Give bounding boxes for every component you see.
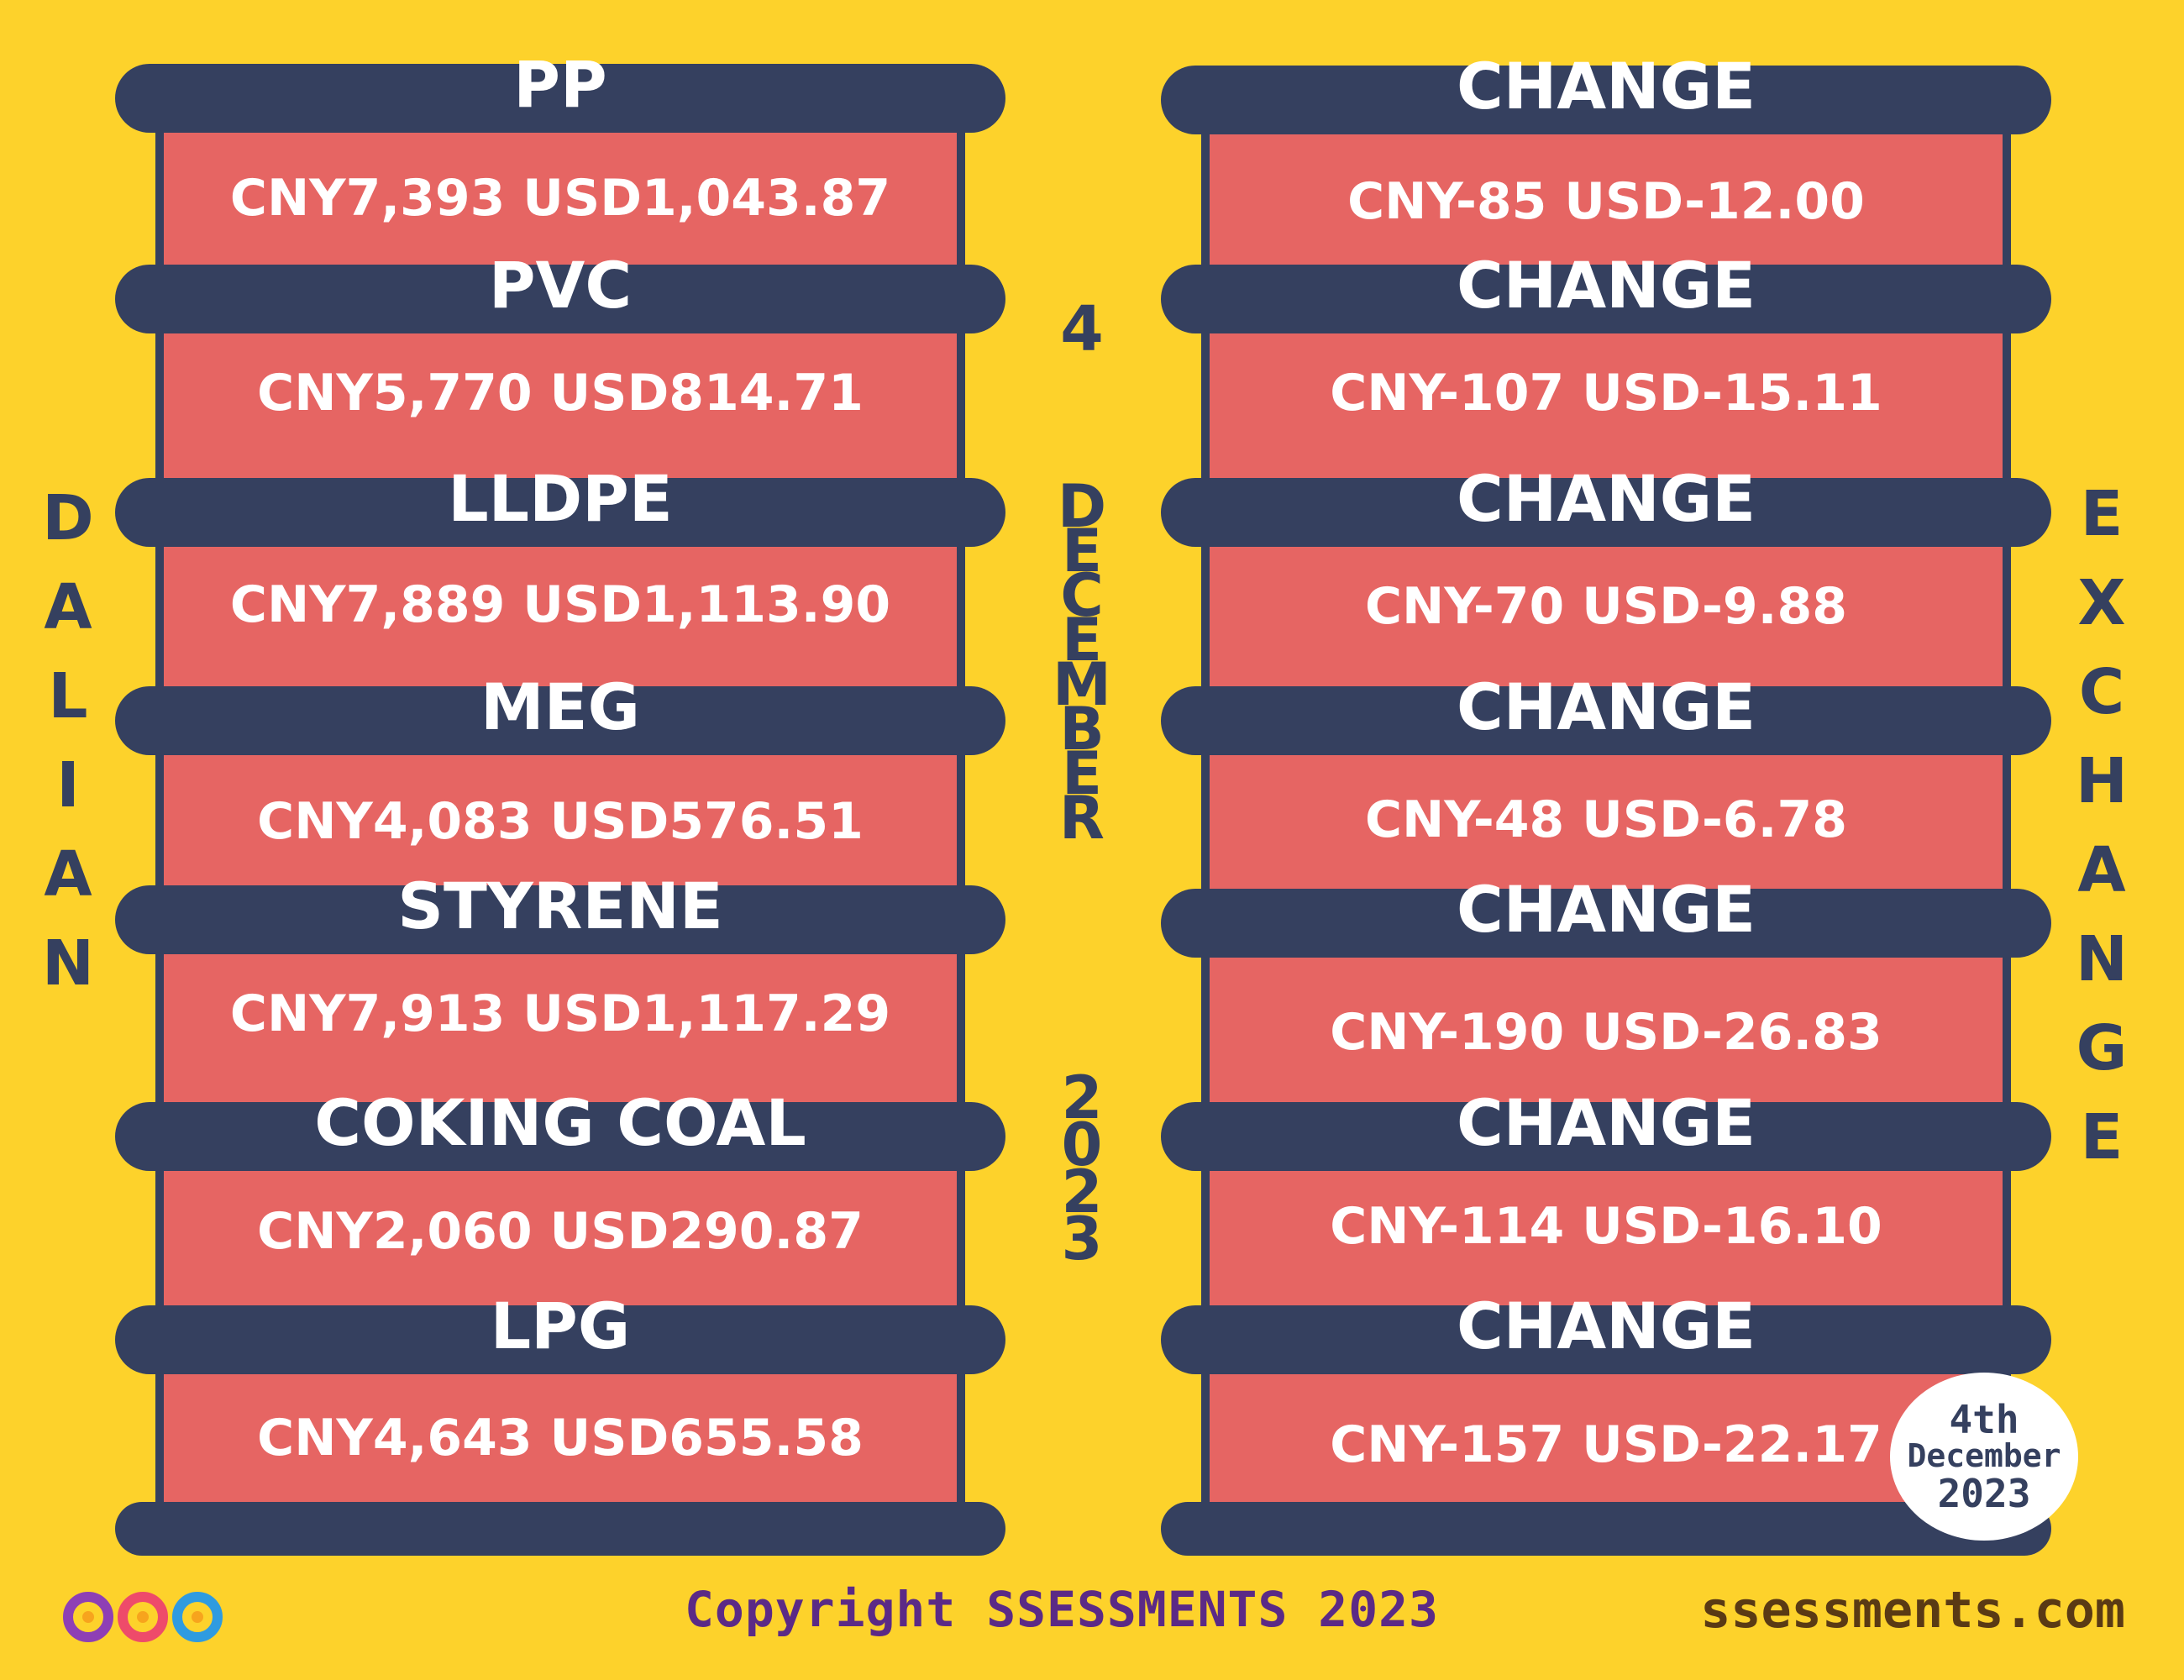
commodity-name: LPG — [490, 1289, 631, 1363]
change-heading: CHANGE — [1456, 1289, 1756, 1363]
change-heading: CHANGE — [1456, 1085, 1756, 1160]
price-value: CNY5,770 USD814.71 — [257, 364, 864, 423]
change-value: CNY-70 USD-9.88 — [1365, 577, 1847, 636]
date-badge: 4th December 2023 — [1890, 1373, 2078, 1541]
commodity-name: STYRENE — [397, 869, 723, 943]
price-value: CNY7,913 USD1,117.29 — [229, 984, 891, 1043]
change-value: CNY-157 USD-22.17 — [1330, 1415, 1882, 1474]
date-day-text: 4 — [1060, 293, 1104, 365]
change-heading: CHANGE — [1456, 872, 1756, 947]
commodity-band: PVC — [115, 251, 1005, 333]
change-band: CHANGE — [1161, 673, 2051, 755]
copyright-text: Copyright SSESSMENTS 2023 — [685, 1581, 1439, 1638]
change-band: CHANGE — [1161, 52, 2051, 134]
price-value: CNY4,083 USD576.51 — [257, 792, 864, 851]
change-band: CHANGE — [1161, 1089, 2051, 1171]
change-value: CNY-85 USD-12.00 — [1347, 172, 1865, 231]
bottom-band — [1161, 1502, 2051, 1556]
change-value: CNY-114 USD-16.10 — [1330, 1197, 1882, 1256]
commodity-band: MEG — [115, 673, 1005, 755]
commodity-name: MEG — [480, 669, 640, 744]
change-value: CNY-190 USD-26.83 — [1330, 1003, 1882, 1062]
commodity-name: PVC — [488, 248, 633, 323]
change-heading: CHANGE — [1456, 669, 1756, 744]
change-value: CNY-107 USD-15.11 — [1330, 364, 1882, 423]
price-value: CNY4,643 USD655.58 — [257, 1409, 864, 1467]
change-panel — [1201, 94, 2011, 1530]
change-column: CHANGE CNY-85 USD-12.00 CHANGE CNY-107 U… — [1161, 52, 2051, 1564]
commodity-band: STYRENE — [115, 872, 1005, 954]
date-month-text: D E C E M B E R — [1053, 472, 1111, 853]
bottom-band — [115, 1502, 1005, 1556]
commodity-band: LLDPE — [115, 465, 1005, 547]
change-band: CHANGE — [1161, 251, 2051, 333]
commodity-band: LPG — [115, 1292, 1005, 1374]
price-column: PP CNY7,393 USD1,043.87 PVC CNY5,770 USD… — [115, 50, 1005, 1564]
infinity-rings-logo-icon — [63, 1592, 223, 1642]
commodity-band: COKING COAL — [115, 1089, 1005, 1171]
price-panel — [155, 94, 965, 1530]
change-band: CHANGE — [1161, 465, 2051, 547]
date-year-text: 2 0 2 3 — [1061, 1063, 1103, 1273]
price-value: CNY2,060 USD290.87 — [257, 1202, 864, 1261]
commodity-name: LLDPE — [448, 461, 673, 536]
change-band: CHANGE — [1161, 1292, 2051, 1374]
website-link[interactable]: ssessments.com — [1700, 1581, 2125, 1640]
price-value: CNY7,393 USD1,043.87 — [229, 169, 891, 228]
change-heading: CHANGE — [1456, 248, 1756, 323]
change-heading: CHANGE — [1456, 461, 1756, 536]
change-heading: CHANGE — [1456, 49, 1756, 123]
price-value: CNY7,889 USD1,113.90 — [229, 575, 891, 634]
commodity-name: PP — [513, 47, 607, 122]
commodity-name: COKING COAL — [314, 1085, 806, 1160]
dalian-vertical-text: D A L I A N — [42, 482, 94, 1000]
commodity-band: PP — [115, 50, 1005, 133]
change-value: CNY-48 USD-6.78 — [1365, 790, 1847, 849]
exchange-vertical-text: E X C H A N G E — [2076, 478, 2128, 1173]
change-band: CHANGE — [1161, 875, 2051, 958]
